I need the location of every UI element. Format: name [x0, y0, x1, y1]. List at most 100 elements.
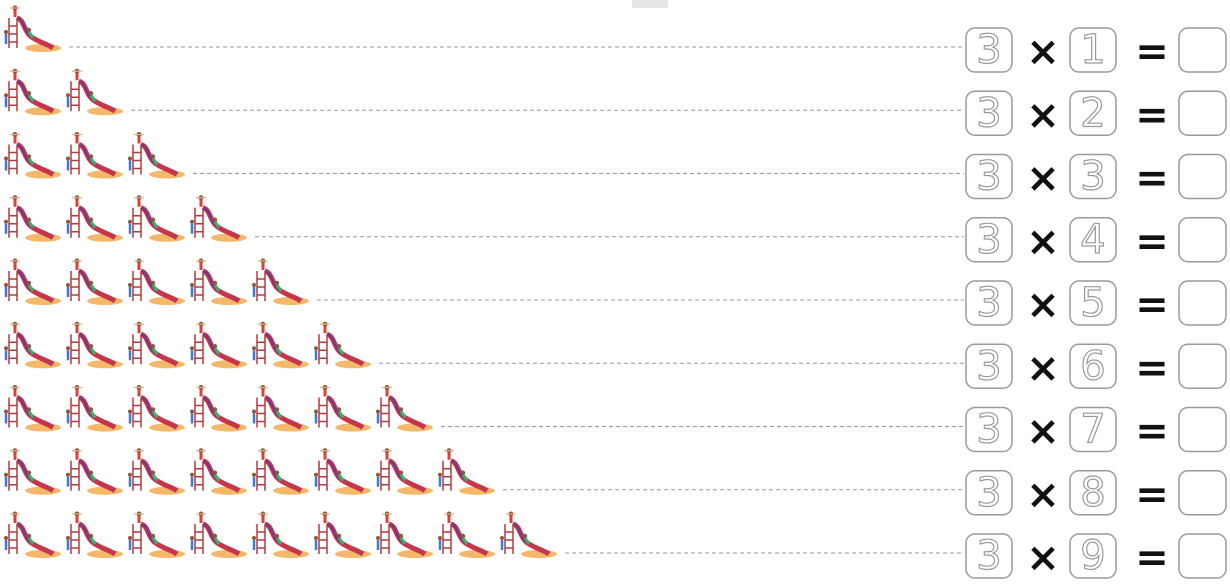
equals: =: [1135, 409, 1169, 455]
multiplicand: 3: [976, 27, 1001, 73]
answer-box[interactable]: [1179, 281, 1226, 325]
answer-box[interactable]: [1179, 28, 1226, 72]
slide-icon: [314, 385, 371, 432]
equals: =: [1135, 535, 1169, 581]
slide-icon: [190, 322, 247, 369]
row: 3 × 3 =: [4, 132, 1226, 202]
multiplier: 7: [1080, 407, 1105, 453]
slide-icon: [438, 448, 495, 495]
slide-icon: [66, 69, 123, 116]
multiplicand: 3: [976, 154, 1001, 200]
slide-icon: [66, 448, 123, 495]
slide-icon: [376, 385, 433, 432]
slide-icon: [376, 448, 433, 495]
answer-box[interactable]: [1179, 408, 1226, 452]
slide-icon: [190, 259, 247, 306]
multiplier: 8: [1080, 470, 1105, 516]
row: 3 × 7 =: [4, 385, 1226, 455]
rows: 3×1=3×2=3×3=3×4=3×5=3×6=3×7=3×8=3×9=: [4, 6, 1226, 582]
operator: ×: [1026, 156, 1060, 202]
slide-icon: [252, 322, 309, 369]
slide-icon: [190, 512, 247, 559]
top-tab: [632, 0, 668, 8]
row: 3 × 1 =: [4, 6, 1226, 76]
multiplicand: 3: [976, 470, 1001, 516]
answer-box[interactable]: [1179, 155, 1226, 199]
equals: =: [1135, 92, 1169, 138]
multiplicand: 3: [976, 533, 1001, 579]
operator: ×: [1026, 282, 1060, 328]
slide-icon: [314, 512, 371, 559]
row: 3 × 6 =: [4, 322, 1226, 392]
operator: ×: [1026, 345, 1060, 391]
slide-icon: [4, 448, 61, 495]
slide-icon: [252, 259, 309, 306]
multiplier: 6: [1080, 343, 1105, 389]
slide-icon: [4, 69, 61, 116]
slide-icon: [190, 385, 247, 432]
slide-icon: [66, 385, 123, 432]
row: 3 × 8 =: [4, 448, 1226, 518]
row: 3 × 5 =: [4, 259, 1226, 329]
equals: =: [1135, 219, 1169, 265]
multiplicand: 3: [976, 90, 1001, 136]
multiplier: 2: [1080, 90, 1105, 136]
multiplicand: 3: [976, 280, 1001, 326]
multiplicand: 3: [976, 217, 1001, 263]
slide-icon: [66, 132, 123, 179]
slide-icon: [500, 512, 557, 559]
equals: =: [1135, 29, 1169, 75]
answer-box[interactable]: [1179, 91, 1226, 135]
answer-box[interactable]: [1179, 534, 1226, 578]
answer-box[interactable]: [1179, 471, 1226, 515]
equals: =: [1135, 345, 1169, 391]
operator: ×: [1026, 409, 1060, 455]
equals: =: [1135, 156, 1169, 202]
equals: =: [1135, 282, 1169, 328]
multiplier: 5: [1080, 280, 1105, 326]
worksheet: 3×1=3×2=3×3=3×4=3×5=3×6=3×7=3×8=3×9=: [0, 0, 1230, 584]
equals: =: [1135, 472, 1169, 518]
operator: ×: [1026, 92, 1060, 138]
slide-icon: [66, 259, 123, 306]
slide-icon: [252, 448, 309, 495]
row: 3 × 4 =: [4, 195, 1226, 265]
slide-icon: [4, 259, 61, 306]
answer-box[interactable]: [1179, 218, 1226, 262]
multiplier: 1: [1080, 27, 1105, 73]
slide-icon: [66, 195, 123, 242]
multiplicand: 3: [976, 343, 1001, 389]
operator: ×: [1026, 472, 1060, 518]
operator: ×: [1026, 535, 1060, 581]
operator: ×: [1026, 219, 1060, 265]
slide-icon: [66, 322, 123, 369]
slide-icon: [128, 448, 185, 495]
slide-icon: [4, 385, 61, 432]
slide-icon: [4, 132, 61, 179]
slide-icon: [190, 448, 247, 495]
multiplier: 3: [1080, 154, 1105, 200]
slide-icon: [128, 259, 185, 306]
slide-icon: [128, 132, 185, 179]
slide-icon: [438, 512, 495, 559]
answer-box[interactable]: [1179, 344, 1226, 388]
slide-icon: [128, 385, 185, 432]
operator: ×: [1026, 29, 1060, 75]
slide-icon: [66, 512, 123, 559]
slide-icon: [4, 512, 61, 559]
slide-icon: [252, 385, 309, 432]
multiplicand: 3: [976, 407, 1001, 453]
slide-icon: [314, 448, 371, 495]
slide-icon: [314, 322, 371, 369]
slide-icon: [128, 322, 185, 369]
slide-icon: [128, 512, 185, 559]
slide-icon: [128, 195, 185, 242]
row: 3 × 2 =: [4, 69, 1226, 139]
multiplier: 4: [1080, 217, 1105, 263]
slide-icon: [4, 322, 61, 369]
slide-icon: [190, 195, 247, 242]
slide-icon: [252, 512, 309, 559]
slide-icon: [376, 512, 433, 559]
row: 3×9=: [4, 512, 1226, 582]
slide-icon: [4, 195, 61, 242]
